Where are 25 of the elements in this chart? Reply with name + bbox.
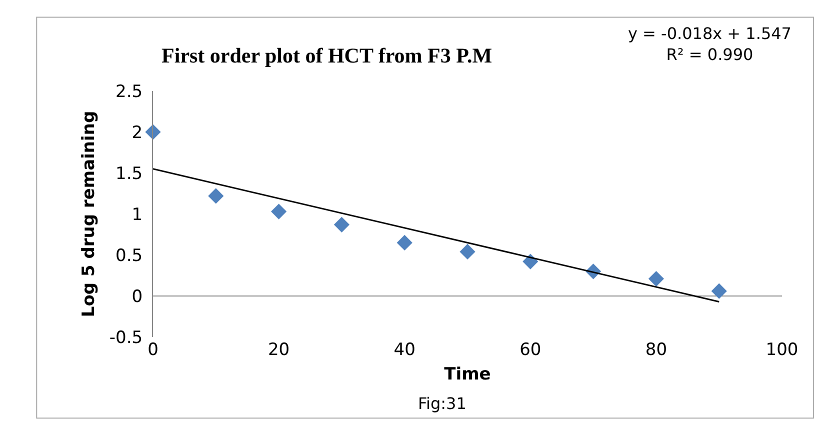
text: y = -0.018x + 1.547 R² = 0.990 bbox=[628, 24, 792, 64]
y-tick-label: 0 bbox=[132, 286, 143, 307]
x-tick-label: 60 bbox=[520, 340, 542, 360]
point bbox=[648, 270, 664, 287]
x-tick-label: 20 bbox=[268, 340, 290, 360]
y-tick-label: 2.5 bbox=[116, 82, 143, 102]
x-tick-label: 100 bbox=[766, 340, 798, 360]
point bbox=[396, 234, 412, 250]
point bbox=[271, 204, 287, 220]
x-axis-title: Time bbox=[444, 364, 491, 384]
point bbox=[208, 188, 224, 204]
point bbox=[711, 283, 727, 299]
y-tick-label: 2 bbox=[132, 122, 143, 143]
y-tick-label: 1.5 bbox=[116, 164, 143, 184]
chart-title: First order plot of HCT from F3 P.M bbox=[162, 43, 492, 68]
text: Fig:31 bbox=[418, 394, 466, 413]
y-tick-label: -0.5 bbox=[109, 328, 143, 348]
x-tick-label: 0 bbox=[148, 340, 158, 360]
point bbox=[460, 244, 476, 260]
y-tick-label: 0.5 bbox=[116, 246, 143, 266]
x-tick-label: 80 bbox=[645, 340, 668, 360]
point bbox=[334, 216, 350, 232]
y-tick-label: 1 bbox=[132, 204, 143, 225]
y-axis-title: Log 5 drug remaining bbox=[78, 110, 99, 318]
x-tick-label: 40 bbox=[394, 340, 416, 360]
